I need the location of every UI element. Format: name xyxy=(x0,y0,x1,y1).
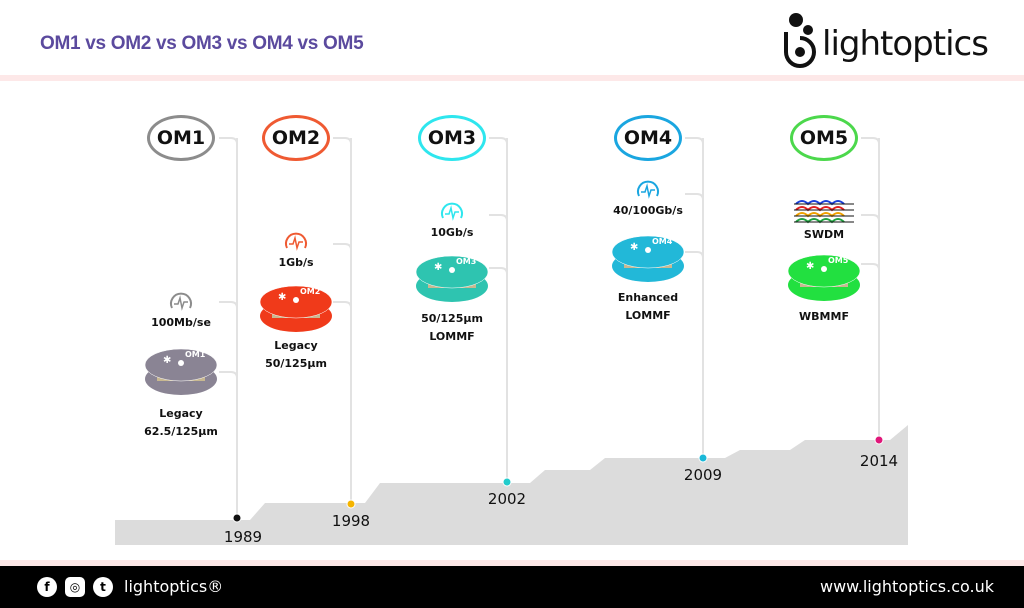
lightoptics-logo: lightoptics xyxy=(782,10,1002,70)
svg-text:✱: ✱ xyxy=(806,261,814,272)
badge-om5: OM5 xyxy=(790,115,858,161)
year-dot xyxy=(232,513,242,523)
fiber-type-label: 50/125µm xyxy=(265,357,327,370)
timeline-branch xyxy=(219,371,238,379)
svg-text:✱: ✱ xyxy=(630,242,638,253)
fiber-type-label: 50/125µm xyxy=(421,312,483,325)
instagram-icon[interactable]: ◎ xyxy=(65,577,85,597)
timeline-branch xyxy=(861,263,880,271)
badge-om4: OM4 xyxy=(614,115,682,161)
swdm-wave-icon xyxy=(794,200,854,224)
timeline-branch xyxy=(489,137,508,145)
timeline-branch xyxy=(861,214,880,222)
timeline-branch xyxy=(219,301,238,309)
fiber-type-label: Legacy xyxy=(274,339,318,352)
timeline-branch xyxy=(685,193,704,201)
year-dot xyxy=(874,435,884,445)
badge-om1: OM1 xyxy=(147,115,215,161)
svg-text:OM3: OM3 xyxy=(456,257,476,266)
timeline-branch xyxy=(219,137,238,145)
timeline-branch xyxy=(333,301,352,309)
fiber-type-label: LOMMF xyxy=(429,330,475,343)
fiber-type-label: 62.5/125µm xyxy=(144,425,218,438)
wavelength-label: SWDM xyxy=(803,228,845,241)
staircase-area xyxy=(115,425,908,545)
fiber-type-label: Enhanced xyxy=(617,291,679,304)
year-dot xyxy=(698,453,708,463)
fiber-spool-icon: ✱ OM4 xyxy=(611,235,685,282)
speed-label: 100Mb/se xyxy=(151,316,211,329)
year-label: 1998 xyxy=(331,512,371,530)
speed-gauge-icon xyxy=(285,232,307,251)
fiber-type-label: Legacy xyxy=(159,407,203,420)
page-title: OM1 vs OM2 vs OM3 vs OM4 vs OM5 xyxy=(40,33,364,54)
svg-text:OM4: OM4 xyxy=(652,237,673,246)
header-divider xyxy=(0,75,1024,81)
speed-gauge-icon xyxy=(637,180,659,199)
speed-gauge-icon xyxy=(441,202,463,221)
timeline-branch xyxy=(489,267,508,275)
timeline-branch xyxy=(685,137,704,145)
logo-icon xyxy=(784,13,816,68)
facebook-icon[interactable]: f xyxy=(37,577,57,597)
speed-label: 1Gb/s xyxy=(278,256,314,269)
svg-text:✱: ✱ xyxy=(434,262,442,273)
fiber-type-label: LOMMF xyxy=(625,309,671,322)
fiber-type-label: WBMMF xyxy=(799,310,849,323)
speed-gauge-icon xyxy=(170,292,192,311)
speed-label: 10Gb/s xyxy=(430,226,474,239)
speed-label: 40/100Gb/s xyxy=(613,204,683,217)
badge-om2: OM2 xyxy=(262,115,330,161)
footer-brand: lightoptics® xyxy=(124,577,224,596)
timeline-branch xyxy=(333,243,352,251)
fiber-spool-icon: ✱ OM3 xyxy=(415,255,489,302)
year-label: 2014 xyxy=(859,452,899,470)
svg-text:OM5: OM5 xyxy=(828,256,849,265)
timeline-branch xyxy=(489,214,508,222)
svg-text:OM2: OM2 xyxy=(300,287,320,296)
timeline-branch xyxy=(685,251,704,259)
fiber-spool-icon: ✱ OM2 xyxy=(259,285,333,332)
badge-om3: OM3 xyxy=(418,115,486,161)
fiber-spool-icon: ✱ OM5 xyxy=(787,254,861,301)
year-dot xyxy=(502,477,512,487)
fiber-spool-icon: ✱ OM1 xyxy=(144,348,218,395)
year-label: 2009 xyxy=(683,466,723,484)
svg-text:✱: ✱ xyxy=(278,292,286,303)
twitter-icon[interactable]: t xyxy=(93,577,113,597)
svg-text:✱: ✱ xyxy=(163,355,171,366)
footer: f ◎ t lightoptics® www.lightoptics.co.uk xyxy=(0,566,1024,608)
timeline-branch xyxy=(333,137,352,145)
year-label: 1989 xyxy=(223,528,263,546)
year-label: 2002 xyxy=(487,490,527,508)
footer-url[interactable]: www.lightoptics.co.uk xyxy=(819,577,994,596)
year-dot xyxy=(346,499,356,509)
timeline-graphic xyxy=(115,137,908,545)
timeline-branch xyxy=(861,137,880,145)
svg-text:OM1: OM1 xyxy=(185,350,206,359)
footer-divider xyxy=(0,560,1024,566)
